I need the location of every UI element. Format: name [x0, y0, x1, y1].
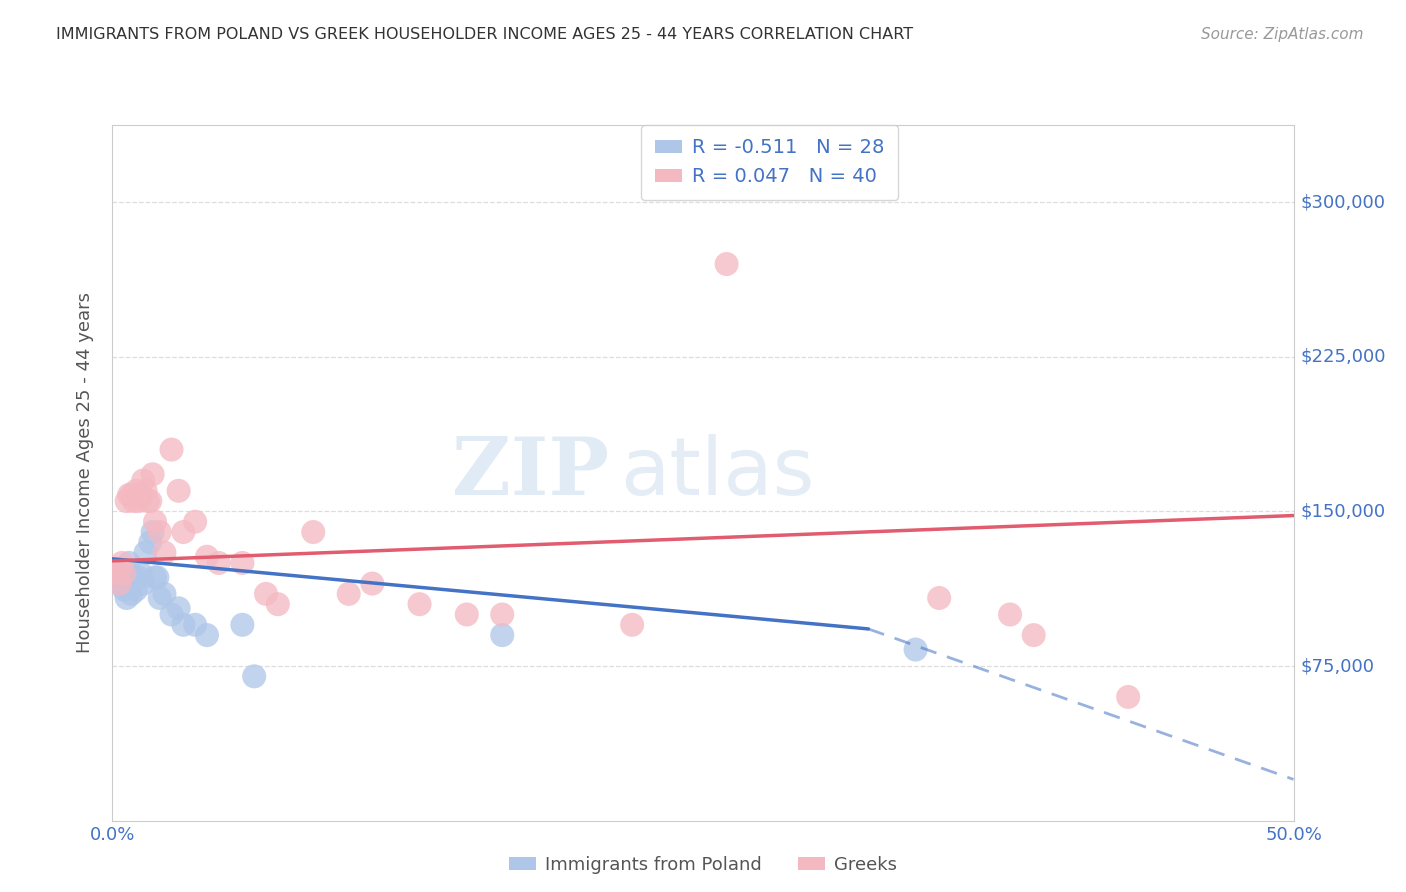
Point	[127, 494, 149, 508]
Point	[184, 617, 207, 632]
Point	[254, 587, 277, 601]
Point	[142, 524, 165, 539]
Legend: Immigrants from Poland, Greeks: Immigrants from Poland, Greeks	[502, 849, 904, 881]
Point	[142, 467, 165, 482]
Point	[135, 546, 157, 560]
Text: $75,000: $75,000	[1301, 657, 1375, 675]
Point	[1116, 690, 1139, 704]
Point	[167, 483, 190, 498]
Point	[716, 257, 738, 271]
Point	[456, 607, 478, 622]
Point	[195, 628, 218, 642]
Point	[904, 642, 927, 657]
Point	[1022, 628, 1045, 642]
Point	[143, 515, 166, 529]
Point	[172, 617, 194, 632]
Point	[112, 566, 135, 581]
Point	[302, 524, 325, 539]
Point	[125, 582, 148, 597]
Point	[491, 628, 513, 642]
Point	[129, 488, 152, 502]
Point	[132, 576, 155, 591]
Point	[208, 556, 231, 570]
Point	[195, 549, 218, 564]
Text: atlas: atlas	[620, 434, 814, 512]
Point	[149, 524, 172, 539]
Point	[125, 483, 148, 498]
Text: Source: ZipAtlas.com: Source: ZipAtlas.com	[1201, 27, 1364, 42]
Point	[105, 566, 128, 581]
Point	[998, 607, 1021, 622]
Point	[120, 488, 142, 502]
Point	[120, 587, 142, 601]
Point	[621, 617, 644, 632]
Text: $300,000: $300,000	[1301, 194, 1385, 211]
Point	[491, 607, 513, 622]
Point	[231, 556, 253, 570]
Point	[112, 582, 135, 597]
Point	[243, 669, 266, 683]
Point	[361, 576, 384, 591]
Point	[143, 570, 166, 584]
Point	[111, 556, 134, 570]
Point	[408, 597, 430, 611]
Point	[108, 576, 131, 591]
Point	[136, 494, 159, 508]
Point	[153, 546, 176, 560]
Point	[172, 524, 194, 539]
Text: ZIP: ZIP	[451, 434, 609, 512]
Point	[160, 442, 183, 457]
Point	[105, 566, 128, 581]
Point	[146, 570, 169, 584]
Point	[122, 494, 145, 508]
Point	[118, 556, 141, 570]
Text: $150,000: $150,000	[1301, 502, 1386, 520]
Point	[111, 570, 134, 584]
Text: IMMIGRANTS FROM POLAND VS GREEK HOUSEHOLDER INCOME AGES 25 - 44 YEARS CORRELATIO: IMMIGRANTS FROM POLAND VS GREEK HOUSEHOL…	[56, 27, 914, 42]
Point	[139, 535, 162, 549]
Point	[267, 597, 290, 611]
Point	[129, 566, 152, 581]
Point	[108, 576, 131, 591]
Point	[149, 591, 172, 605]
Text: $225,000: $225,000	[1301, 348, 1386, 366]
Point	[167, 601, 190, 615]
Point	[118, 488, 141, 502]
Point	[135, 483, 157, 498]
Point	[127, 570, 149, 584]
Point	[115, 494, 138, 508]
Point	[122, 570, 145, 584]
Point	[337, 587, 360, 601]
Point	[231, 617, 253, 632]
Point	[153, 587, 176, 601]
Y-axis label: Householder Income Ages 25 - 44 years: Householder Income Ages 25 - 44 years	[76, 293, 94, 653]
Point	[132, 474, 155, 488]
Point	[139, 494, 162, 508]
Point	[160, 607, 183, 622]
Point	[115, 591, 138, 605]
Point	[184, 515, 207, 529]
Point	[928, 591, 950, 605]
